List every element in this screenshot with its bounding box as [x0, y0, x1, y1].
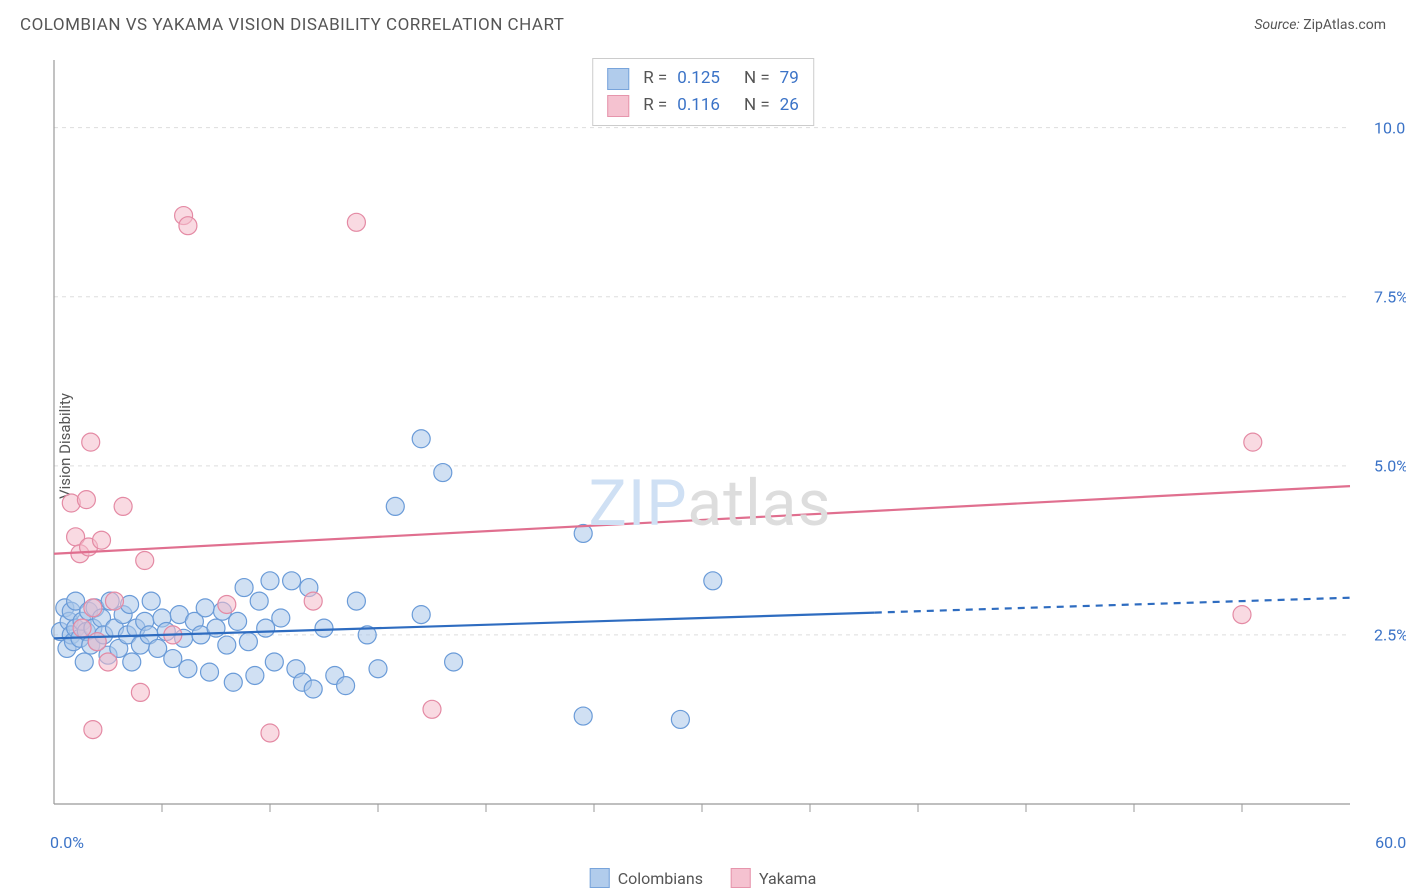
chart-area: ZIPatlas 2.5%5.0%7.5%10.0% 0.0% 60.0% — [50, 56, 1370, 826]
legend-label-yakama: Yakama — [759, 869, 816, 888]
r-label: R = — [643, 65, 667, 92]
source-label: Source: — [1254, 17, 1299, 33]
swatch-colombians-icon — [590, 868, 610, 888]
swatch-colombians-icon — [607, 68, 629, 90]
info-row-yakama: R = 0.116 N = 26 — [607, 92, 799, 119]
y-tick-label: 2.5% — [1374, 625, 1406, 644]
y-tick-label: 10.0% — [1374, 118, 1406, 137]
y-tick-label: 5.0% — [1374, 456, 1406, 475]
swatch-yakama-icon — [607, 95, 629, 117]
x-axis-start-label: 0.0% — [50, 833, 84, 852]
chart-title: COLOMBIAN VS YAKAMA VISION DISABILITY CO… — [20, 15, 564, 35]
n-label: N = — [744, 92, 770, 119]
scatter-chart-svg — [50, 56, 1370, 826]
source-name: ZipAtlas.com — [1303, 17, 1386, 33]
n-label: N = — [744, 65, 770, 92]
n-value-colombians: 79 — [780, 65, 799, 92]
y-tick-label: 7.5% — [1374, 287, 1406, 306]
source-credit: Source: ZipAtlas.com — [1254, 17, 1386, 33]
info-row-colombians: R = 0.125 N = 79 — [607, 65, 799, 92]
correlation-info-box: R = 0.125 N = 79 R = 0.116 N = 26 — [592, 58, 814, 126]
swatch-yakama-icon — [731, 868, 751, 888]
legend-item-colombians: Colombians — [590, 868, 703, 888]
r-label: R = — [643, 92, 667, 119]
r-value-colombians: 0.125 — [677, 65, 720, 92]
series-legend: Colombians Yakama — [590, 868, 817, 888]
r-value-yakama: 0.116 — [677, 92, 720, 119]
n-value-yakama: 26 — [780, 92, 799, 119]
x-axis-end-label: 60.0% — [1375, 833, 1406, 852]
legend-item-yakama: Yakama — [731, 868, 816, 888]
legend-label-colombians: Colombians — [618, 869, 703, 888]
